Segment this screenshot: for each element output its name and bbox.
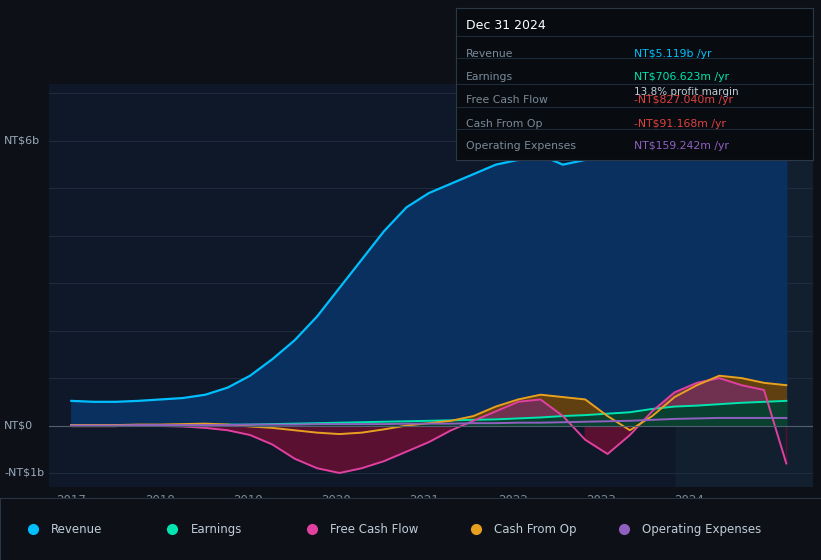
Text: Cash From Op: Cash From Op bbox=[466, 119, 543, 129]
Text: Earnings: Earnings bbox=[190, 522, 242, 536]
Text: Revenue: Revenue bbox=[466, 49, 514, 59]
Text: Operating Expenses: Operating Expenses bbox=[642, 522, 761, 536]
Text: 13.8% profit margin: 13.8% profit margin bbox=[635, 87, 739, 97]
Text: Cash From Op: Cash From Op bbox=[494, 522, 576, 536]
Text: -NT$91.168m /yr: -NT$91.168m /yr bbox=[635, 119, 726, 129]
Text: Operating Expenses: Operating Expenses bbox=[466, 142, 576, 151]
Text: NT$706.623m /yr: NT$706.623m /yr bbox=[635, 72, 729, 82]
Text: Revenue: Revenue bbox=[51, 522, 103, 536]
Text: NT$6b: NT$6b bbox=[4, 136, 40, 146]
Text: Dec 31 2024: Dec 31 2024 bbox=[466, 19, 546, 32]
Text: NT$0: NT$0 bbox=[4, 421, 33, 431]
Text: NT$5.119b /yr: NT$5.119b /yr bbox=[635, 49, 712, 59]
Text: -NT$1b: -NT$1b bbox=[4, 468, 44, 478]
Text: Earnings: Earnings bbox=[466, 72, 513, 82]
Text: -NT$827.040m /yr: -NT$827.040m /yr bbox=[635, 95, 733, 105]
Bar bbox=[676, 84, 813, 487]
Text: Free Cash Flow: Free Cash Flow bbox=[330, 522, 419, 536]
Text: Free Cash Flow: Free Cash Flow bbox=[466, 95, 548, 105]
Text: NT$159.242m /yr: NT$159.242m /yr bbox=[635, 142, 729, 151]
